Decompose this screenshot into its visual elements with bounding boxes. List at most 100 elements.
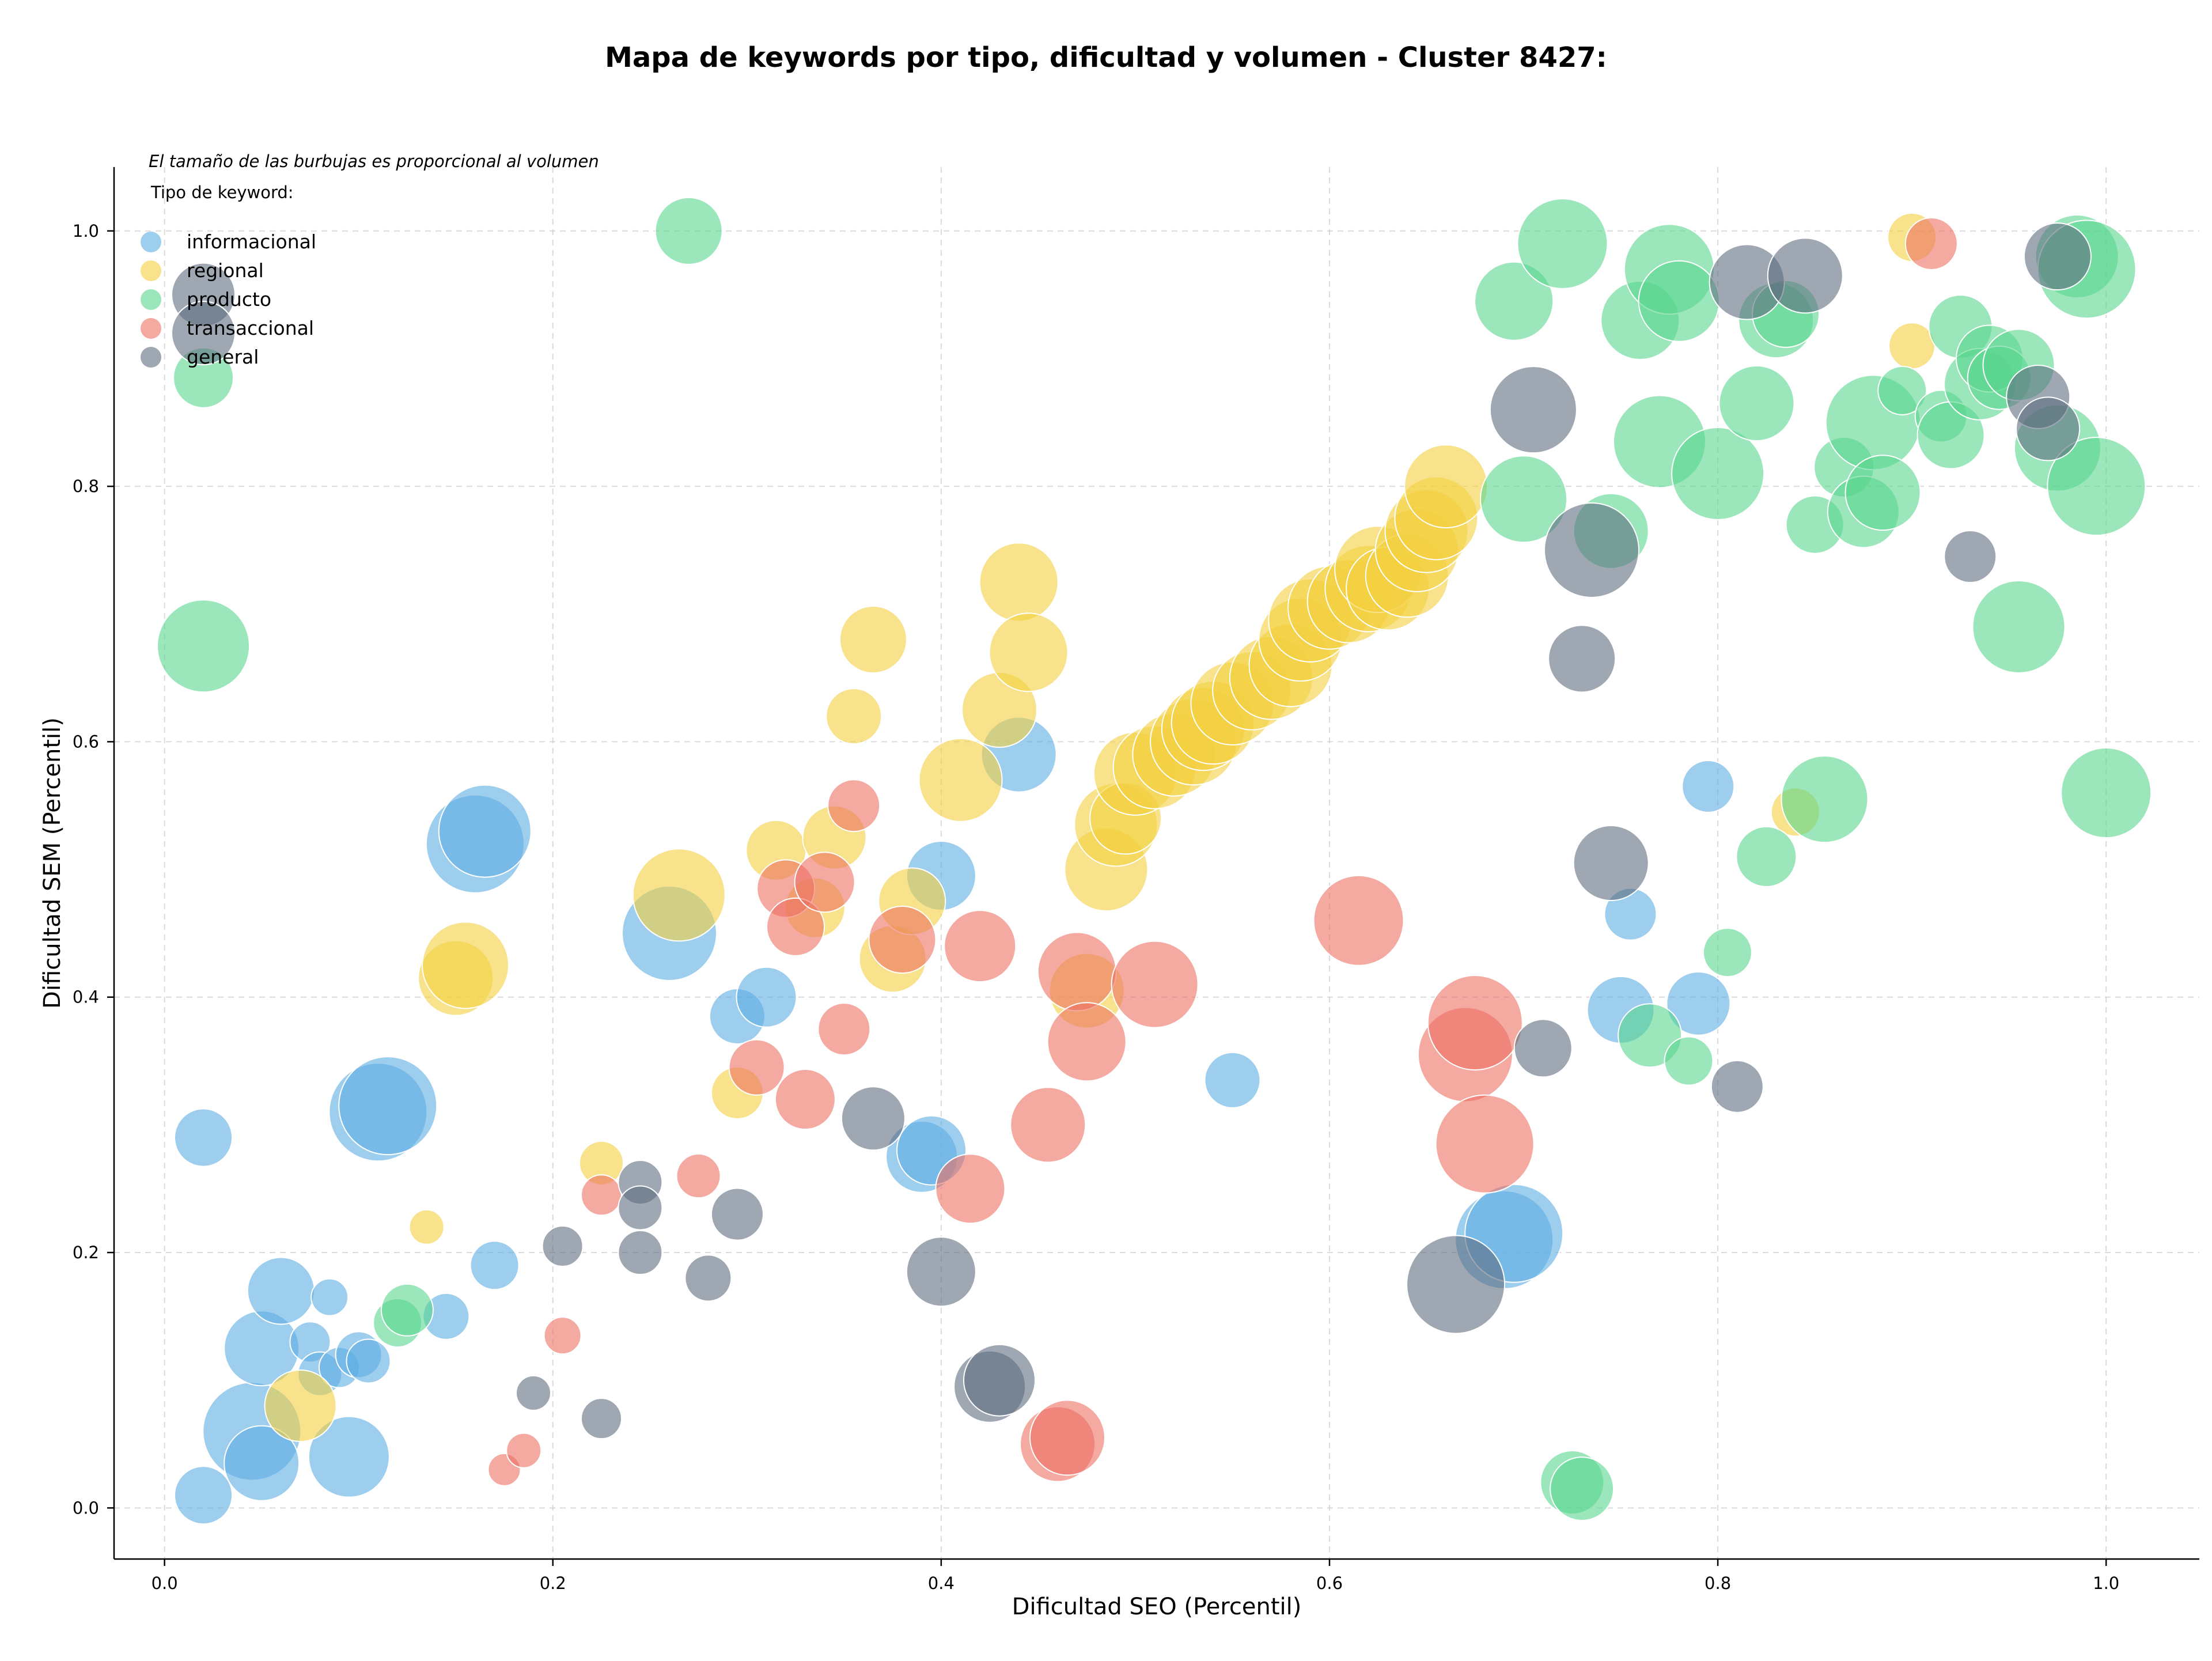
x-axis-label: Dificultad SEO (Percentil) xyxy=(1012,1594,1302,1620)
bubble-general xyxy=(1573,825,1649,901)
bubble-producto xyxy=(157,599,251,693)
bubble-transaccional xyxy=(794,852,855,913)
bubble-general xyxy=(1489,366,1577,454)
legend: informacional regional producto transaccion… xyxy=(141,230,316,368)
legend-marker xyxy=(141,260,161,281)
bubble-transaccional xyxy=(676,1153,721,1199)
bubble-transaccional xyxy=(935,1153,1006,1224)
bubble-transaccional xyxy=(581,1174,623,1216)
bubble-transaccional xyxy=(774,1069,836,1130)
bubble-producto xyxy=(1474,261,1554,341)
bubble-general xyxy=(618,1185,663,1231)
legend-item-producto: producto xyxy=(141,288,271,311)
bubble-producto xyxy=(654,196,723,265)
bubble-transaccional xyxy=(1904,217,1958,270)
bubble-producto xyxy=(1671,426,1765,520)
bubble-transaccional xyxy=(1037,932,1117,1012)
bubble-producto xyxy=(1550,1456,1615,1522)
bubble-general xyxy=(618,1230,663,1276)
bubble-producto xyxy=(1638,260,1720,342)
x-tick-label: 1.0 xyxy=(2093,1573,2119,1593)
bubble-regional xyxy=(1404,444,1488,529)
y-axis-label: Dificultad SEM (Percentil) xyxy=(39,717,66,1009)
bubble-general xyxy=(1544,502,1640,598)
y-tick-label: 0.0 xyxy=(73,1498,99,1518)
bubble-general xyxy=(541,1225,584,1267)
bubble-transaccional xyxy=(827,779,881,833)
bubble-transaccional xyxy=(1029,1399,1105,1476)
bubble-general xyxy=(516,1375,552,1411)
bubble-transaccional xyxy=(506,1432,542,1469)
bubble-transaccional xyxy=(868,905,937,974)
series-producto xyxy=(157,196,2152,1522)
bubble-producto xyxy=(1844,455,1921,531)
bubble-informacional xyxy=(1666,971,1731,1036)
bubble-transaccional xyxy=(1313,875,1404,966)
legend-label: general xyxy=(187,346,259,368)
axis-ticks: 0.0 0.2 0.4 0.6 0.8 1.0 0.0 0.2 0.4 0.6 0.8 1.0 xyxy=(73,221,2119,1593)
bubble-informacional xyxy=(469,1240,520,1291)
bubble-transaccional xyxy=(1435,1094,1535,1194)
legend-label: producto xyxy=(187,288,271,311)
bubble-transaccional xyxy=(817,1002,871,1056)
bubble-transaccional xyxy=(543,1316,582,1355)
bubble-producto xyxy=(2047,437,2146,536)
bubble-informacional xyxy=(438,784,532,878)
bubble-regional xyxy=(918,737,1003,822)
bubble-regional xyxy=(422,921,510,1009)
legend-label: informacional xyxy=(187,230,316,253)
bubble-size-note: El tamaño de las burbujas es proporciona… xyxy=(149,152,599,171)
bubble-general xyxy=(171,301,236,366)
y-tick-label: 0.8 xyxy=(73,476,99,496)
bubble-general xyxy=(2023,222,2092,291)
bubble-transaccional xyxy=(1047,1002,1127,1082)
y-tick-label: 0.6 xyxy=(73,732,99,751)
bubble-transaccional xyxy=(944,910,1017,983)
bubble-general xyxy=(906,1236,976,1307)
bubble-general xyxy=(840,1086,906,1151)
x-tick-label: 0.8 xyxy=(1705,1573,1731,1593)
bubble-producto xyxy=(380,1283,434,1337)
bubble-producto xyxy=(1517,198,1608,289)
bubbles xyxy=(157,196,2152,1525)
bubble-producto xyxy=(1664,1036,1714,1086)
bubble-informacional xyxy=(736,966,797,1028)
bubble-transaccional xyxy=(1010,1087,1086,1163)
bubble-informacional xyxy=(1204,1051,1261,1108)
bubble-transaccional xyxy=(766,897,825,956)
bubble-general xyxy=(710,1187,764,1241)
bubble-producto xyxy=(2061,747,2152,839)
legend-marker xyxy=(141,232,161,252)
bubble-regional xyxy=(632,848,726,942)
y-tick-label: 0.4 xyxy=(73,987,99,1007)
bubble-producto xyxy=(1618,1003,1683,1068)
bubble-producto xyxy=(1702,928,1752,978)
bubble-producto xyxy=(1972,580,2066,674)
bubble-producto xyxy=(1718,365,1795,442)
x-tick-label: 0.6 xyxy=(1316,1573,1343,1593)
x-tick-label: 0.2 xyxy=(540,1573,566,1593)
bubble-general xyxy=(1406,1235,1506,1334)
bubble-general xyxy=(1513,1019,1573,1078)
legend-title: Tipo de keyword: xyxy=(150,183,294,202)
legend-item-general: general xyxy=(141,346,259,368)
bubble-general xyxy=(1767,237,1843,314)
bubble-transaccional xyxy=(1111,940,1199,1028)
bubble-general xyxy=(1944,530,1997,584)
bubble-general xyxy=(2016,396,2081,461)
bubble-regional xyxy=(839,606,907,674)
bubble-general xyxy=(963,1344,1036,1417)
bubble-general xyxy=(581,1398,623,1440)
chart-title: Mapa de keywords por tipo, dificultad y … xyxy=(605,41,1607,74)
bubble-transaccional xyxy=(728,1039,785,1096)
legend-label: regional xyxy=(187,259,264,282)
bubble-general xyxy=(684,1254,732,1302)
bubble-informacional xyxy=(174,1466,233,1525)
bubble-transaccional xyxy=(1427,975,1523,1071)
bubble-informacional xyxy=(308,1416,390,1498)
bubble-informacional xyxy=(224,1425,300,1501)
legend-marker xyxy=(141,318,161,339)
series-general xyxy=(171,222,2092,1440)
x-tick-label: 0.4 xyxy=(928,1573,955,1593)
